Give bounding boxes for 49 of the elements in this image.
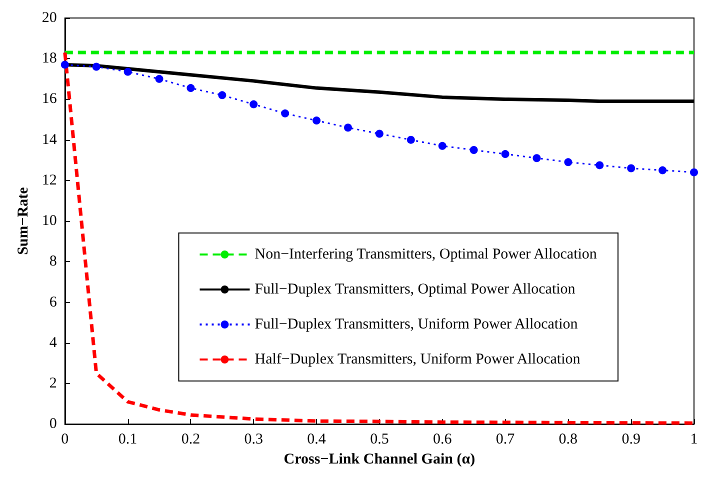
point: [564, 158, 572, 166]
point: [344, 124, 352, 132]
x-tick-label: 0.2: [181, 432, 200, 448]
point: [312, 116, 321, 125]
point: [186, 84, 195, 92]
point: [470, 146, 478, 154]
x-tick-label: 0.6: [432, 432, 452, 448]
point: [596, 161, 604, 170]
point: [155, 74, 164, 83]
y-tick-label: 12: [42, 172, 57, 188]
point: [218, 91, 226, 100]
y-tick-label: 18: [42, 50, 57, 67]
y-tick-label: 4: [49, 334, 58, 351]
legend-label: Non−Interfering Transmitters, Optimal Power Allocation: [254, 246, 598, 262]
point: [375, 130, 384, 138]
y-tick-label: 0: [49, 416, 57, 432]
x-tick-label: 0: [61, 432, 69, 448]
x-tick-label: 0.5: [370, 432, 389, 448]
point: [532, 154, 541, 162]
x-tick-label: 0.4: [307, 432, 326, 448]
point: [501, 150, 510, 158]
x-axis-title: Cross−Link Channel Gain (α): [284, 452, 476, 468]
point: [60, 60, 69, 69]
point: [281, 109, 290, 118]
y-tick-label: 20: [42, 10, 57, 26]
x-tick-label: 0.7: [496, 432, 516, 448]
y-tick-label: 16: [42, 91, 58, 108]
y-tick-label: 10: [42, 213, 57, 230]
point: [627, 164, 636, 172]
x-tick-label: 0.8: [558, 432, 578, 448]
legend-label: Full−Duplex Transmitters, Optimal Power Allocation: [254, 282, 576, 298]
point: [124, 68, 132, 76]
point: [658, 166, 667, 174]
x-tick-label: 0.3: [244, 432, 264, 448]
point: [690, 168, 698, 176]
point: [438, 142, 446, 150]
y-tick-label: 6: [49, 294, 58, 310]
y-axis-title: Sum−Rate: [16, 186, 32, 255]
x-tick-label: 1: [690, 432, 698, 448]
point: [250, 100, 258, 108]
point: [92, 62, 100, 71]
y-tick-label: 8: [49, 254, 57, 270]
legend-label: Half−Duplex Transmitters, Uniform Power Allocation: [254, 352, 581, 368]
legend-label: Full−Duplex Transmitters, Uniform Power Allocation: [254, 316, 578, 332]
point: [406, 136, 415, 144]
y-tick-label: 2: [49, 375, 57, 392]
x-tick-label: 0.1: [118, 432, 138, 448]
y-tick-label: 14: [42, 132, 58, 148]
x-tick-label: 0.9: [622, 432, 640, 448]
